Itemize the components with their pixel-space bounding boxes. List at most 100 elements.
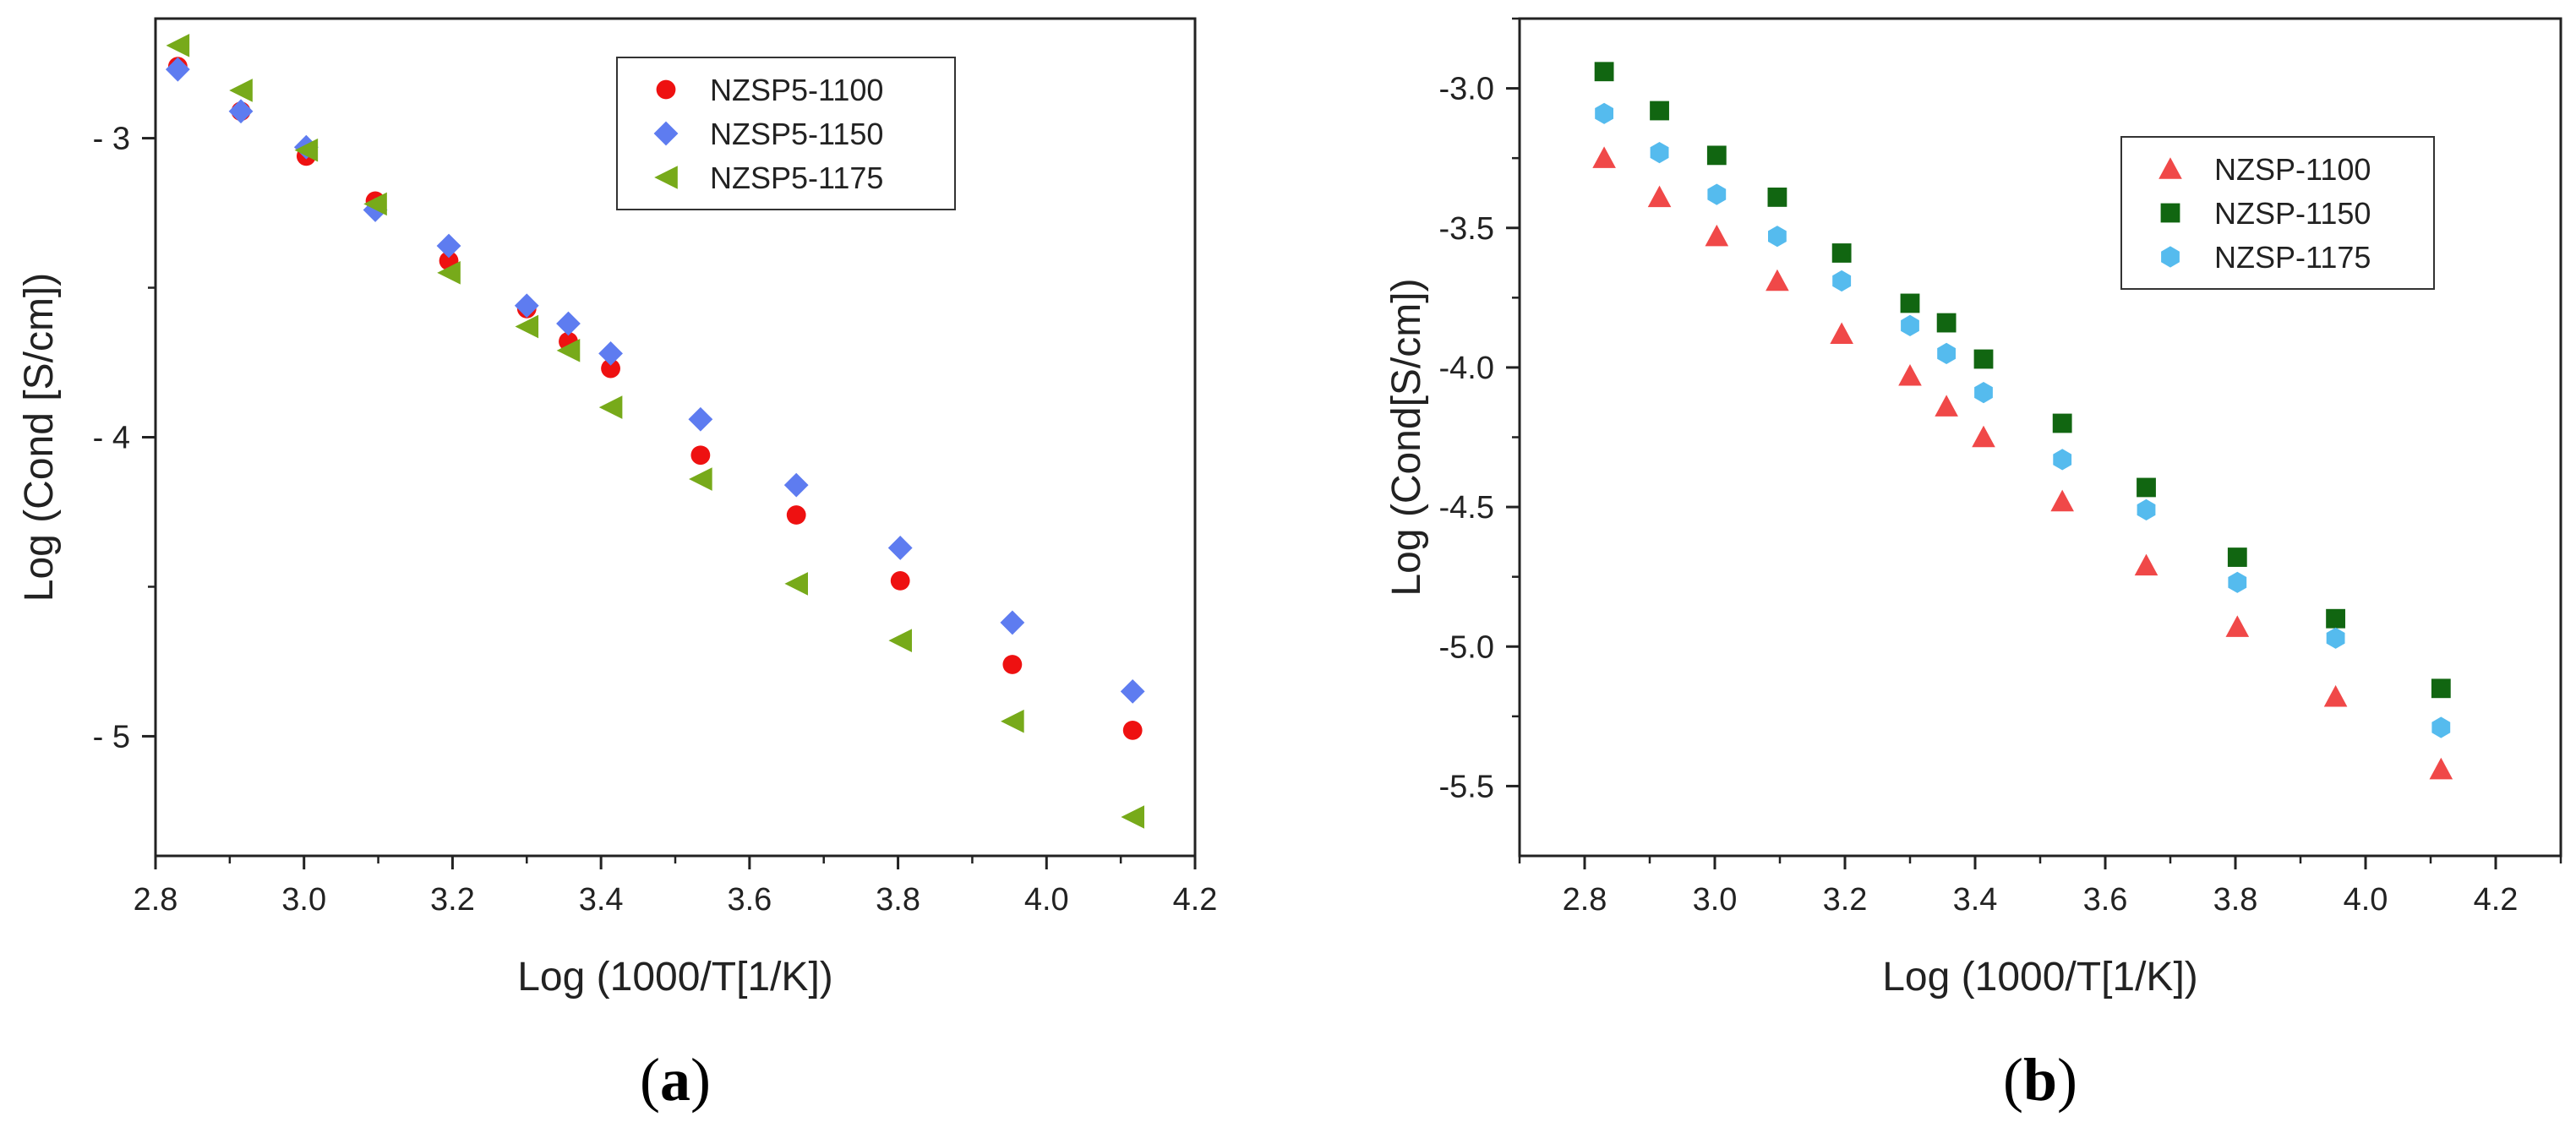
x-tick-label: 3.0	[281, 882, 326, 918]
legend-marker	[2158, 157, 2182, 179]
data-point	[2052, 413, 2072, 433]
data-point	[229, 79, 253, 102]
data-point	[2050, 489, 2074, 512]
data-point	[1121, 805, 1144, 829]
x-tick-label: 3.4	[1953, 882, 1998, 918]
data-point	[2228, 571, 2247, 593]
legend-marker	[2160, 203, 2180, 223]
legend-marker	[654, 166, 678, 189]
x-tick-label: 3.6	[727, 882, 772, 918]
data-point	[1122, 720, 1143, 740]
y-axis-title: Log (Cond [S/cm])	[17, 273, 62, 602]
data-point	[887, 536, 913, 560]
x-tick-label: 4.2	[2474, 882, 2519, 918]
data-point	[598, 395, 623, 419]
data-point	[888, 629, 913, 652]
data-point	[1001, 709, 1024, 733]
chart-panel-b: 2.8 3.0 3.2 3.4 3.6 3.8 4.0 4.2 -3.0 -3.5 -4.0 -4.5…	[1384, 17, 2562, 1114]
data-point	[514, 293, 539, 319]
data-point	[363, 192, 387, 216]
data-point	[1000, 610, 1025, 635]
series-NZSP5-1175	[166, 34, 1144, 829]
data-point	[1972, 425, 1995, 448]
series-NZSP-1100	[1592, 146, 2453, 780]
x-tick-label: 3.6	[2083, 882, 2128, 918]
data-point	[786, 505, 806, 525]
chart-panel-a: 2.8 3.0 3.2 3.4 3.6 3.8 4.0 4.2 - 3 - 4 - 5 NZSP5-…	[17, 17, 1218, 1114]
x-tick-label: 3.2	[430, 882, 475, 918]
data-point	[2429, 757, 2453, 780]
x-tick-label: 3.4	[579, 882, 624, 918]
y-tick-label: -3.5	[1439, 211, 1494, 247]
data-point	[1974, 382, 1993, 404]
data-point	[1595, 102, 1613, 124]
y-tick-label: - 4	[93, 421, 130, 456]
legend-marker	[2161, 246, 2180, 268]
data-point	[437, 261, 461, 285]
data-point	[2053, 449, 2072, 471]
data-point	[1937, 342, 1956, 364]
y-tick-label: -4.5	[1439, 490, 1494, 526]
legend-label: NZSP5-1100	[710, 73, 883, 107]
panel-label-a: (a)	[640, 1046, 711, 1114]
data-point	[1592, 146, 1616, 168]
series-NZSP-1150	[1594, 62, 2451, 699]
x-axis-title: Log (1000/T[1/K])	[1882, 955, 2198, 1000]
data-point	[2431, 678, 2451, 699]
data-point	[1767, 188, 1787, 207]
y-tick-label: -5.0	[1439, 629, 1494, 665]
x-tick-label: 3.0	[1693, 882, 1738, 918]
data-point	[2134, 553, 2158, 576]
data-point	[1973, 349, 1994, 369]
data-point	[1594, 62, 1614, 82]
data-point	[1650, 142, 1669, 164]
data-point	[1936, 313, 1957, 333]
data-point	[1705, 224, 1729, 247]
x-tick-label: 3.2	[1823, 882, 1868, 918]
series-NZSP5-1150	[165, 57, 1145, 704]
data-point	[1935, 395, 1958, 417]
data-point	[1706, 145, 1727, 166]
data-point	[228, 99, 254, 124]
data-point	[890, 570, 910, 591]
data-point	[2431, 716, 2451, 738]
data-point	[1647, 185, 1672, 208]
series-NZSP-1175	[1595, 102, 2451, 738]
data-point	[1768, 226, 1787, 248]
data-point	[598, 341, 623, 366]
legend-label: NZSP5-1150	[710, 117, 883, 151]
data-point	[165, 57, 190, 82]
data-point	[1830, 322, 1853, 345]
y-tick-label: -4.0	[1439, 351, 1494, 386]
x-tick-label: 3.8	[876, 882, 920, 918]
panel-label-b: (b)	[2003, 1046, 2077, 1114]
y-axis-title: Log (Cond[S/cm])	[1384, 278, 1429, 596]
y-tick-label: -3.0	[1439, 72, 1494, 107]
data-point	[1766, 269, 1789, 291]
data-point	[2326, 608, 2345, 629]
legend-marker	[653, 121, 679, 146]
data-point	[1900, 293, 1920, 313]
data-point	[556, 311, 581, 336]
data-point	[2137, 477, 2156, 498]
x-tick-label: 4.2	[1173, 882, 1218, 918]
legend-label: NZSP5-1175	[710, 161, 883, 195]
data-point	[690, 445, 711, 466]
data-point	[515, 314, 539, 339]
data-point	[1831, 243, 1852, 263]
data-point	[689, 467, 712, 491]
legend-marker	[656, 79, 676, 100]
x-tick-label: 3.8	[2213, 882, 2258, 918]
data-point	[436, 233, 461, 259]
legend-label: NZSP-1150	[2214, 196, 2371, 231]
data-point	[688, 406, 713, 432]
data-point	[166, 34, 190, 57]
legend-label: NZSP-1175	[2214, 240, 2371, 275]
data-point	[1002, 655, 1023, 674]
data-point	[2326, 627, 2345, 649]
y-tick-label: -5.5	[1439, 769, 1494, 804]
x-tick-label: 2.8	[1563, 882, 1607, 918]
data-point	[1707, 183, 1727, 205]
x-axis-title: Log (1000/T[1/K])	[517, 955, 833, 1000]
